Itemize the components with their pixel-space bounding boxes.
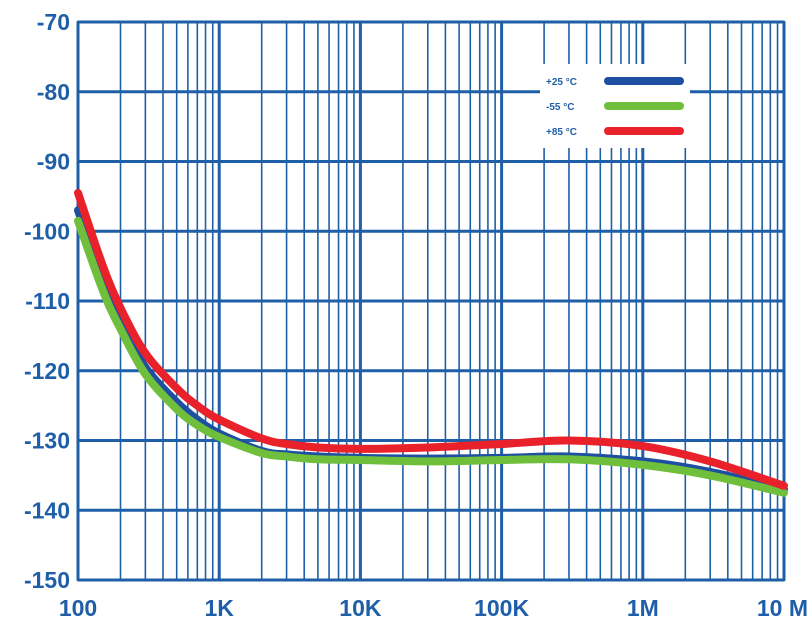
x-tick-label: 100 (59, 595, 97, 621)
y-axis-tick-labels: -70 -80 -90 -100 -110 -120 -130 -140 -150 (24, 9, 70, 593)
y-tick-label: -140 (24, 497, 70, 523)
series-layer (74, 188, 788, 497)
x-tick-label: 100K (474, 595, 529, 621)
series-line-2 (74, 188, 788, 490)
x-axis-tick-labels: 100 1K 10K 100K 1M 10 M (59, 595, 808, 621)
y-tick-label: -70 (37, 9, 70, 35)
y-tick-label: -130 (24, 428, 70, 454)
y-tick-label: -120 (24, 358, 70, 384)
x-tick-label: 1K (204, 595, 234, 621)
legend-label: +25 °C (546, 77, 577, 88)
grid (76, 20, 786, 582)
y-tick-label: -150 (24, 567, 70, 593)
x-tick-label: 10 M (757, 595, 808, 621)
y-tick-label: -110 (25, 288, 70, 314)
legend: +25 °C -55 °C +85 °C (540, 64, 690, 148)
plot-border (76, 20, 786, 582)
y-tick-label: -100 (24, 218, 70, 244)
y-tick-label: -80 (37, 79, 70, 105)
legend-label: +85 °C (546, 127, 577, 138)
y-tick-label: -90 (37, 149, 70, 175)
series-line-1 (74, 216, 788, 497)
x-tick-label: 1M (627, 595, 659, 621)
legend-label: -55 °C (546, 102, 574, 113)
x-tick-label: 10K (339, 595, 382, 621)
